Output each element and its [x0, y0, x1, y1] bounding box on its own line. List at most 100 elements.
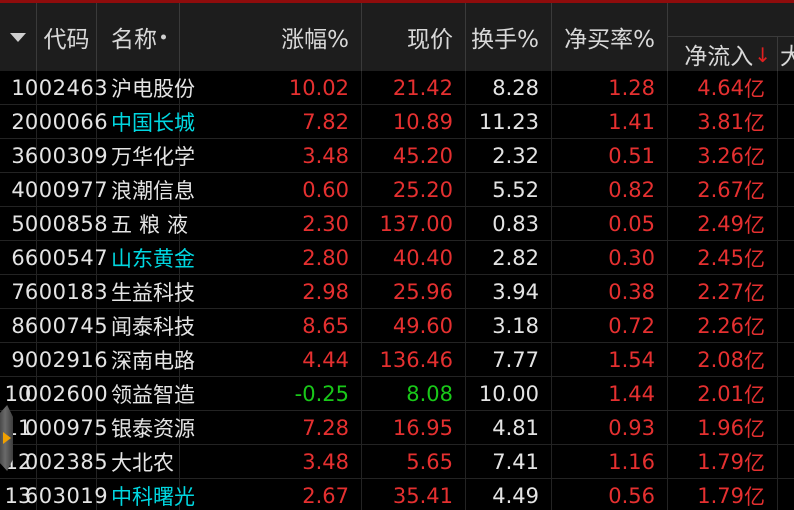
net-inflow: 2.27 亿 — [668, 275, 778, 308]
stock-name-label: 万华化学 — [111, 144, 195, 169]
stock-name-label: 中科曙光 — [111, 484, 195, 509]
table-row[interactable]: 1 002463 沪电股份 10.02 21.42 8.28 1.28 4.64 亿 — [0, 71, 794, 105]
header-code-label: 代码 — [43, 27, 90, 53]
row-index: 3 — [0, 139, 37, 172]
current-price: 10.89 — [362, 105, 466, 138]
table-row[interactable]: 12 002385 大北农 3.48 5.65 7.41 1.16 1.79 亿 — [0, 445, 794, 479]
net-inflow-overflow — [778, 207, 794, 240]
net-inflow-unit: 亿 — [744, 178, 765, 203]
stock-name-label: 五粮液 — [111, 212, 195, 237]
table-row[interactable]: 9 002916 深南电路 4.44 136.46 7.77 1.54 2.08 亿 — [0, 343, 794, 377]
net-inflow-unit: 亿 — [744, 416, 765, 441]
header-netflow[interactable]: 净流入 ↓ — [668, 36, 778, 71]
stock-name: 浪潮信息 — [97, 173, 195, 206]
net-inflow-unit: 亿 — [744, 212, 765, 237]
turnover-percent: 10.00 — [466, 377, 552, 410]
table-row[interactable]: 3 600309 万华化学 3.48 45.20 2.32 0.51 3.26 亿 — [0, 139, 794, 173]
change-percent: -0.25 — [180, 377, 362, 410]
stock-name: 山东黄金 — [97, 241, 195, 274]
stock-code: 000975 — [25, 411, 108, 444]
header-change-pct[interactable]: 涨幅% — [180, 3, 362, 71]
row-index: 4 — [0, 173, 37, 206]
sort-descending-arrow-icon[interactable]: ↓ — [754, 43, 771, 67]
net-inflow-value: 2.49 — [697, 211, 744, 236]
table-row[interactable]: 10 002600 领益智造 -0.25 8.08 10.00 1.44 2.01 亿 — [0, 377, 794, 411]
net-inflow-overflow — [778, 105, 794, 138]
stock-name-label: 中国长城 — [111, 110, 195, 135]
row-index: 2 — [0, 105, 37, 138]
stock-name: 万华化学 — [97, 139, 195, 172]
table-body[interactable]: 1 002463 沪电股份 10.02 21.42 8.28 1.28 4.64 亿 2 00006… — [0, 71, 794, 510]
table-row[interactable]: 2 000066 中国长城 7.82 10.89 11.23 1.41 3.81 亿 — [0, 105, 794, 139]
table-row[interactable]: 11 000975 银泰资源 7.28 16.95 4.81 0.93 1.96 亿 — [0, 411, 794, 445]
turnover-percent: 3.94 — [466, 275, 552, 308]
header-code[interactable]: 代码 — [37, 3, 97, 71]
net-buy-percent: 0.93 — [552, 411, 668, 444]
table-row[interactable]: 4 000977 浪潮信息 0.60 25.20 5.52 0.82 2.67 亿 — [0, 173, 794, 207]
net-inflow-overflow — [778, 71, 794, 104]
current-price: 5.65 — [362, 445, 466, 478]
stock-name-label: 深南电路 — [111, 348, 195, 373]
table-row[interactable]: 8 600745 闻泰科技 8.65 49.60 3.18 0.72 2.26 亿 — [0, 309, 794, 343]
panel-expand-handle[interactable] — [0, 405, 13, 471]
net-inflow: 4.64 亿 — [668, 71, 778, 104]
change-percent: 2.98 — [180, 275, 362, 308]
stock-code: 600309 — [25, 139, 108, 172]
header-name[interactable]: 名称 — [97, 3, 180, 71]
header-sort-cell[interactable] — [0, 3, 37, 71]
row-index: 8 — [0, 309, 37, 342]
net-inflow-unit: 亿 — [744, 450, 765, 475]
header-next-column-clipped[interactable]: 大 — [778, 36, 794, 71]
net-inflow-value: 2.26 — [697, 313, 744, 338]
turnover-percent: 0.83 — [466, 207, 552, 240]
header-price[interactable]: 现价 — [362, 3, 466, 71]
current-price: 25.96 — [362, 275, 466, 308]
change-percent: 7.82 — [180, 105, 362, 138]
triangle-down-icon[interactable] — [10, 32, 26, 42]
row-index: 9 — [0, 343, 37, 376]
net-buy-percent: 1.44 — [552, 377, 668, 410]
table-header: 代码 名称 涨幅% 现价 换手% 净买率% — [0, 3, 794, 71]
net-inflow-value: 1.79 — [697, 483, 744, 508]
stock-code: 600745 — [25, 309, 108, 342]
stock-name: 中科曙光 — [97, 479, 195, 510]
change-percent: 3.48 — [180, 445, 362, 478]
table-row[interactable]: 7 600183 生益科技 2.98 25.96 3.94 0.38 2.27 亿 — [0, 275, 794, 309]
net-buy-percent: 0.82 — [552, 173, 668, 206]
current-price: 137.00 — [362, 207, 466, 240]
net-inflow: 2.08 亿 — [668, 343, 778, 376]
table-row[interactable]: 13 603019 中科曙光 2.67 35.41 4.49 0.56 1.79 亿 — [0, 479, 794, 510]
row-index: 13 — [0, 479, 37, 510]
net-inflow-unit: 亿 — [744, 246, 765, 271]
net-buy-percent: 1.41 — [552, 105, 668, 138]
table-row[interactable]: 5 000858 五粮液 2.30 137.00 0.83 0.05 2.49 亿 — [0, 207, 794, 241]
stock-name: 领益智造 — [97, 377, 195, 410]
stock-name-label: 大北农 — [111, 450, 174, 475]
net-inflow-overflow — [778, 139, 794, 172]
net-inflow-unit: 亿 — [744, 144, 765, 169]
change-percent: 7.28 — [180, 411, 362, 444]
stock-name-label: 浪潮信息 — [111, 178, 195, 203]
stock-name-label: 闻泰科技 — [111, 314, 195, 339]
stock-name-label: 银泰资源 — [111, 416, 195, 441]
net-inflow: 2.49 亿 — [668, 207, 778, 240]
header-netbuy-pct[interactable]: 净买率% — [552, 3, 668, 71]
net-inflow-unit: 亿 — [744, 110, 765, 135]
net-inflow: 3.81 亿 — [668, 105, 778, 138]
stock-code: 000858 — [25, 207, 108, 240]
current-price: 136.46 — [362, 343, 466, 376]
stock-name-label: 生益科技 — [111, 280, 195, 305]
table-row[interactable]: 6 600547 山东黄金 2.80 40.40 2.82 0.30 2.45 亿 — [0, 241, 794, 275]
turnover-percent: 2.32 — [466, 139, 552, 172]
stock-code: 600547 — [25, 241, 108, 274]
stock-name: 五粮液 — [97, 207, 188, 240]
header-change-label: 涨幅% — [281, 27, 349, 53]
dot-icon — [161, 34, 166, 40]
net-inflow-unit: 亿 — [744, 484, 765, 509]
header-turnover-pct[interactable]: 换手% — [466, 3, 552, 71]
net-inflow: 1.79 亿 — [668, 445, 778, 478]
chevron-right-icon[interactable] — [3, 432, 11, 444]
net-inflow-value: 2.08 — [697, 347, 744, 372]
row-index: 5 — [0, 207, 37, 240]
